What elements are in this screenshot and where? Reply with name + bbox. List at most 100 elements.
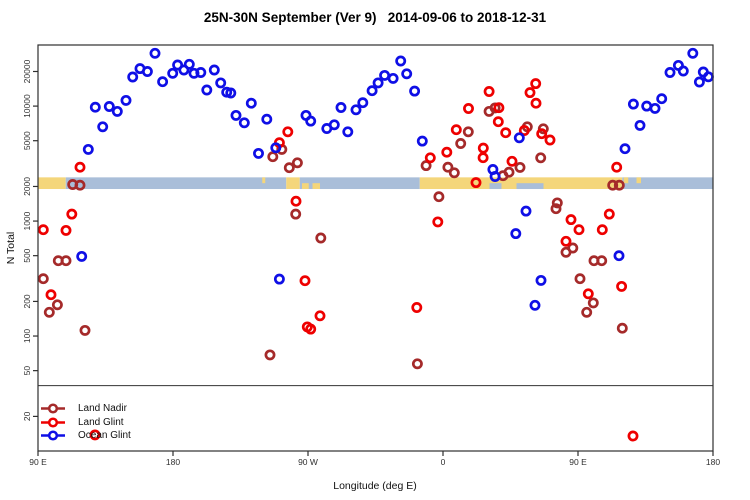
- data-point: [305, 323, 317, 335]
- data-point: [315, 232, 327, 244]
- data-point: [167, 67, 179, 79]
- data-point: [270, 142, 282, 154]
- land-nadir-symbol-icon: [41, 403, 65, 414]
- data-point: [230, 109, 242, 121]
- data-point: [477, 142, 489, 154]
- svg-text:180: 180: [166, 457, 180, 467]
- data-point: [178, 64, 190, 76]
- data-point: [535, 274, 547, 286]
- svg-text:500: 500: [22, 248, 32, 262]
- data-point: [60, 224, 72, 236]
- data-point: [395, 55, 407, 67]
- data-point: [215, 77, 227, 89]
- data-point: [290, 195, 302, 207]
- data-point: [149, 47, 161, 59]
- svg-text:90 E: 90 E: [569, 457, 587, 467]
- land-ocean-band: [38, 177, 713, 190]
- svg-text:20000: 20000: [22, 59, 32, 83]
- data-point: [424, 152, 436, 164]
- data-point: [596, 224, 608, 236]
- data-point: [677, 65, 689, 77]
- data-point: [500, 127, 512, 139]
- x-axis-ticks: 90 E 180 90 W 0 90 E 180: [29, 451, 720, 467]
- svg-text:1000: 1000: [22, 211, 32, 230]
- data-point: [350, 104, 362, 116]
- data-point: [611, 161, 623, 173]
- data-point: [37, 224, 49, 236]
- data-point: [513, 132, 525, 144]
- data-point: [328, 119, 340, 131]
- data-point: [74, 161, 86, 173]
- data-point: [82, 143, 94, 155]
- legend-item-land-glint: Land Glint: [40, 416, 131, 430]
- data-point: [89, 101, 101, 113]
- data-point: [79, 324, 91, 336]
- data-point: [267, 151, 279, 163]
- data-point: [432, 216, 444, 228]
- svg-text:0: 0: [441, 457, 446, 467]
- data-point: [656, 93, 668, 105]
- data-point: [111, 105, 123, 117]
- data-point: [529, 299, 541, 311]
- data-point: [510, 228, 522, 240]
- data-point: [596, 255, 608, 267]
- data-point: [587, 297, 599, 309]
- svg-text:20: 20: [22, 411, 32, 421]
- data-point: [493, 102, 505, 114]
- data-point: [560, 235, 572, 247]
- data-point: [535, 152, 547, 164]
- data-point: [463, 103, 474, 114]
- data-point: [581, 306, 593, 318]
- data-point: [253, 147, 264, 159]
- data-point: [411, 302, 423, 313]
- data-points: [37, 47, 714, 442]
- data-point: [582, 288, 594, 300]
- data-point: [619, 143, 631, 155]
- data-point: [409, 85, 421, 97]
- data-point: [613, 179, 625, 191]
- series-land-nadir: [37, 102, 628, 370]
- data-point: [537, 123, 549, 135]
- land-glint-symbol-icon: [41, 417, 65, 428]
- data-point: [264, 349, 276, 361]
- data-point: [524, 87, 536, 99]
- data-point: [74, 179, 86, 191]
- data-point: [514, 161, 526, 173]
- svg-text:90 E: 90 E: [29, 457, 47, 467]
- svg-text:2000: 2000: [22, 177, 32, 196]
- data-point: [183, 58, 195, 70]
- series-land-glint: [37, 78, 639, 442]
- data-point: [305, 115, 317, 127]
- data-point: [335, 102, 347, 113]
- data-point: [616, 322, 628, 334]
- legend-label: Land Glint: [78, 416, 124, 428]
- data-point: [450, 124, 462, 136]
- svg-text:200: 200: [22, 294, 32, 308]
- data-point: [702, 71, 714, 83]
- data-point: [518, 125, 530, 136]
- data-point: [411, 358, 423, 370]
- series-ocean-glint: [76, 47, 714, 311]
- legend-label: Ocean Glint: [78, 430, 131, 441]
- data-point: [573, 224, 585, 236]
- data-point: [283, 162, 295, 174]
- data-point: [379, 69, 391, 81]
- data-point: [536, 128, 548, 140]
- plot-frame: [37, 44, 714, 452]
- data-point: [372, 77, 384, 89]
- data-point: [141, 66, 153, 77]
- data-point: [366, 85, 378, 97]
- data-point: [37, 273, 49, 285]
- data-point: [462, 126, 474, 138]
- data-point: [530, 78, 542, 90]
- data-point: [483, 86, 495, 97]
- data-point: [291, 157, 303, 169]
- data-point: [357, 97, 369, 109]
- data-point: [273, 273, 285, 285]
- data-point: [103, 101, 115, 112]
- data-point: [401, 68, 413, 80]
- data-point: [387, 72, 399, 84]
- svg-text:180: 180: [706, 457, 720, 467]
- y-axis-label: N Total: [5, 232, 17, 265]
